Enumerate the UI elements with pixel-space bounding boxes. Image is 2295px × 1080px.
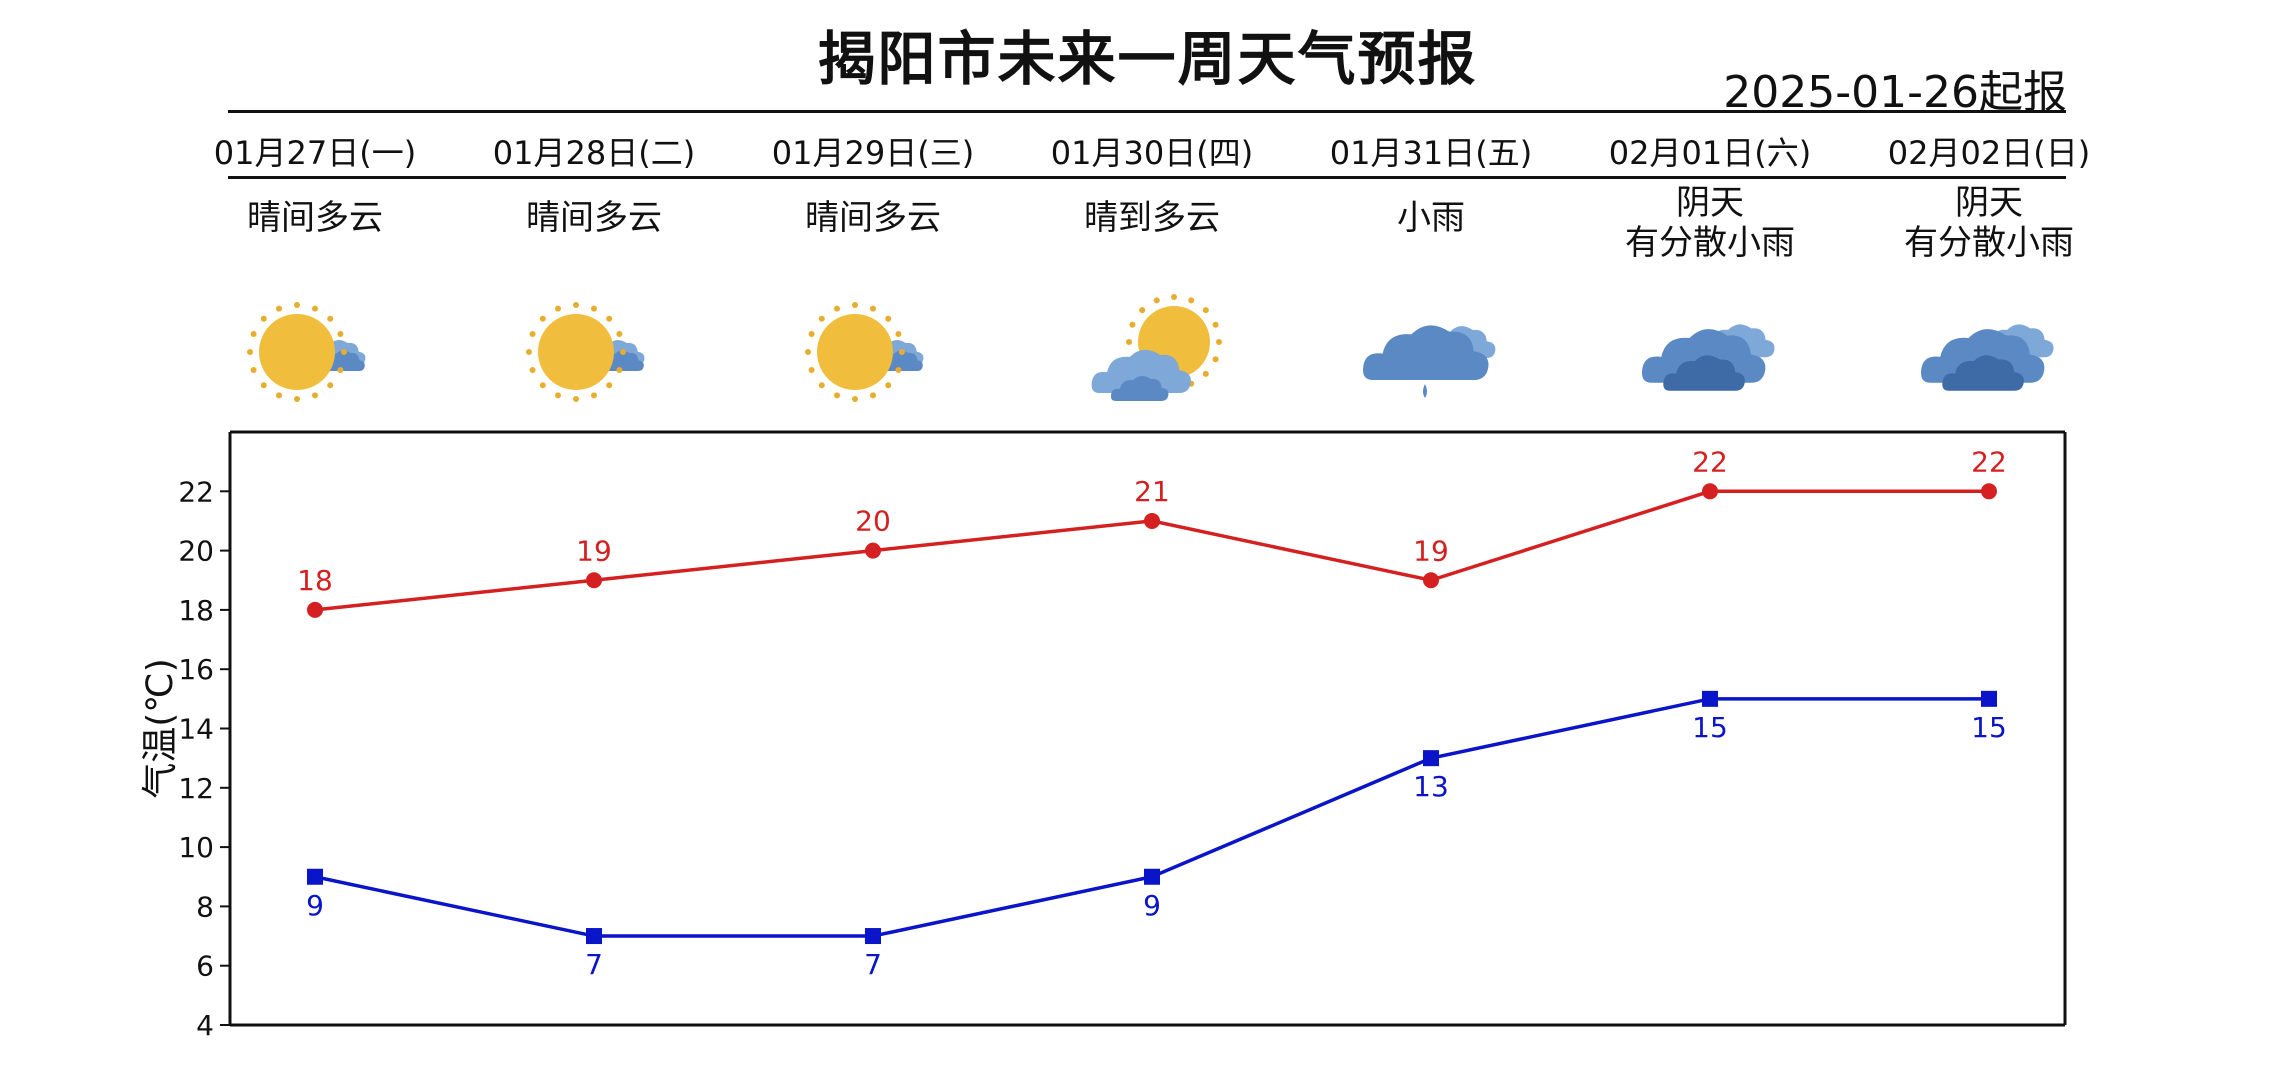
day-weather-desc-line: 晴到多云 [1084,198,1220,238]
y-tick-label: 16 [178,653,214,686]
issue-date: 2025-01-26起报 [1723,67,2067,118]
header-top-rule [228,110,2066,113]
data-label: 9 [306,889,324,922]
data-label: 18 [297,564,333,597]
data-point-marker [586,572,602,589]
data-point-marker [865,542,881,559]
rain-cloud-icon [1363,325,1496,398]
y-tick-label: 4 [196,1009,214,1042]
data-point-marker [1702,483,1718,500]
day-weather-desc: 晴到多云 [1014,198,1290,238]
y-tick-label: 12 [178,772,214,805]
day-weather-desc: 阴天 有分散小雨 [1851,183,2127,263]
day-date: 01月29日(三) [771,134,975,172]
data-point-marker [307,601,323,618]
day-weather-desc-line: 阴天 [1955,183,2023,223]
day-weather-desc-line: 晴间多云 [526,198,662,238]
day-weather-desc-line: 阴天 [1676,183,1744,223]
day-weather-desc-line: 晴间多云 [805,198,941,238]
data-point-marker [1423,750,1439,767]
data-label: 22 [1692,445,1728,478]
day-weather-desc-line: 有分散小雨 [1625,223,1795,263]
day-weather-desc: 小雨 [1293,198,1569,238]
header-bottom-rule [228,176,2066,179]
day-weather-desc: 晴间多云 [456,198,732,238]
overcast-cloud-icon [1641,324,1775,391]
data-point-marker [1981,690,1997,707]
y-tick-label: 22 [178,475,214,508]
data-point-marker [1702,690,1718,707]
data-point-marker [865,928,881,945]
data-point-marker [1423,572,1439,589]
day-date: 01月28日(二) [492,134,696,172]
day-weather-desc-line: 有分散小雨 [1904,223,2074,263]
data-label: 9 [1143,889,1161,922]
data-point-marker [1144,868,1160,885]
day-date: 02月01日(六) [1608,134,1812,172]
data-label: 7 [585,948,603,981]
day-date: 01月31日(五) [1329,134,1533,172]
cloud-sun-icon [1091,294,1222,401]
data-label: 22 [1971,445,2007,478]
data-label: 19 [1413,534,1449,567]
data-label: 21 [1134,475,1170,508]
y-tick-label: 14 [178,713,214,746]
sun-partly-cloudy-icon [526,302,645,402]
sun-partly-cloudy-icon [805,302,924,402]
y-tick-label: 18 [178,594,214,627]
day-weather-desc-line: 晴间多云 [247,198,383,238]
data-point-marker [307,868,323,885]
day-weather-desc: 阴天 有分散小雨 [1572,183,1848,263]
data-label: 7 [864,948,882,981]
day-weather-desc: 晴间多云 [735,198,1011,238]
y-tick-label: 10 [178,831,214,864]
data-label: 19 [576,534,612,567]
day-date: 02月02日(日) [1887,134,2091,172]
y-axis-label: 气温(℃) [140,658,181,799]
data-label: 15 [1971,711,2007,744]
page-title: 揭阳市未来一周天气预报 [817,25,1478,93]
data-point-marker [1144,512,1160,529]
data-point-marker [586,928,602,945]
data-point-marker [1981,483,1997,500]
series-line [314,489,1989,612]
day-weather-desc: 晴间多云 [177,198,453,238]
y-tick-label: 20 [178,535,214,568]
day-weather-desc-line: 小雨 [1397,198,1465,238]
overcast-cloud-icon [1920,324,2054,391]
y-tick-label: 8 [196,890,214,923]
day-date: 01月27日(一) [213,134,417,172]
y-tick-label: 6 [196,950,214,983]
day-date: 01月30日(四) [1050,134,1254,172]
data-label: 15 [1692,711,1728,744]
data-label: 13 [1413,770,1449,803]
data-label: 20 [855,505,891,538]
sun-partly-cloudy-icon [247,302,366,402]
